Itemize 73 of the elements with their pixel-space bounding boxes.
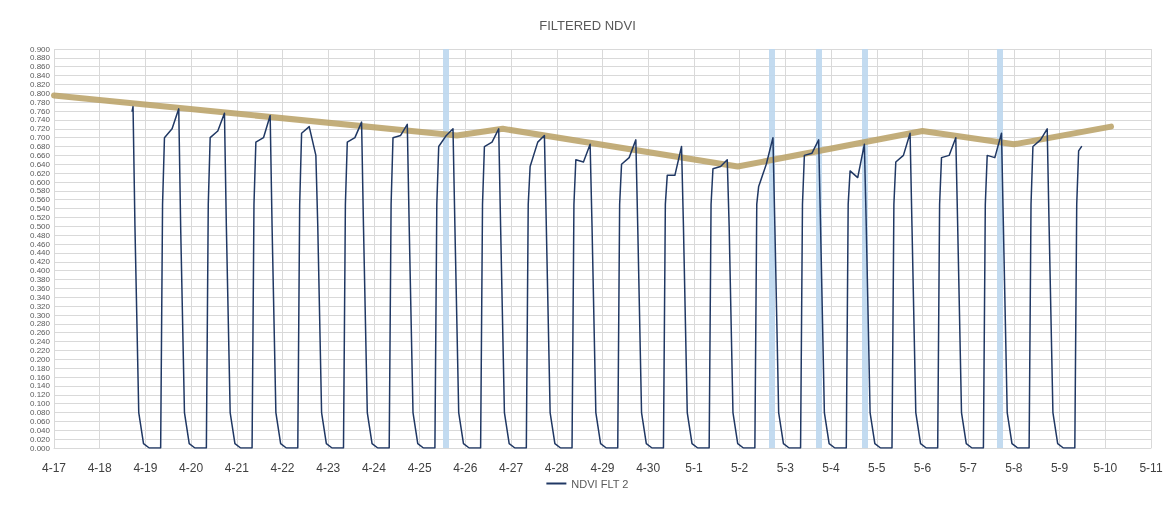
x-tick-label: 5-11	[1139, 461, 1163, 475]
x-tick-label: 4-27	[499, 461, 524, 475]
y-tick-label: 0.300	[29, 310, 51, 320]
x-tick-label: 4-23	[316, 461, 341, 475]
y-tick-label: 0.860	[29, 62, 51, 72]
y-tick-label: 0.480	[29, 230, 51, 240]
x-tick-label: 5-6	[913, 461, 932, 475]
y-tick-label: 0.460	[29, 239, 51, 249]
x-tick-label: 4-19	[133, 461, 158, 475]
x-tick-label: 5-1	[685, 461, 703, 475]
y-tick-label: 0.440	[29, 248, 51, 258]
y-tick-label: 0.100	[29, 399, 51, 409]
chart-title: FILTERED NDVI	[539, 18, 636, 33]
y-tick-label: 0.160	[29, 372, 51, 382]
y-tick-label: 0.360	[29, 283, 51, 293]
y-tick-label: 0.640	[29, 159, 51, 169]
x-tick-label: 4-22	[270, 461, 295, 475]
x-tick-label: 5-9	[1050, 461, 1069, 475]
y-tick-label: 0.820	[29, 79, 51, 89]
y-tick-label: 0.660	[29, 150, 51, 160]
x-tick-label: 4-21	[224, 461, 250, 475]
y-tick-label: 0.060	[29, 416, 51, 426]
x-tick-label: 5-7	[959, 461, 978, 475]
y-tick-label: 0.040	[29, 425, 51, 435]
y-tick-label: 0.760	[29, 106, 51, 116]
x-tick-label: 4-30	[636, 461, 661, 475]
x-tick-label: 4-17	[41, 461, 67, 475]
x-tick-label: 5-8	[1005, 461, 1023, 475]
x-tick-label: 4-20	[179, 461, 204, 475]
y-tick-label: 0.800	[29, 88, 51, 98]
y-tick-label: 0.220	[29, 345, 51, 355]
y-tick-label: 0.780	[29, 97, 51, 107]
x-tick-label: 5-4	[822, 461, 841, 475]
y-tick-label: 0.500	[29, 221, 51, 231]
y-tick-label: 0.740	[29, 115, 51, 125]
y-tick-label: 0.260	[29, 328, 51, 338]
y-tick-label: 0.340	[29, 292, 51, 302]
y-tick-label: 0.600	[29, 177, 51, 187]
y-tick-label: 0.880	[29, 53, 51, 63]
y-tick-label: 0.020	[29, 434, 51, 444]
y-tick-label: 0.280	[29, 319, 51, 329]
y-tick-label: 0.420	[29, 257, 51, 267]
y-tick-label: 0.380	[29, 275, 51, 285]
x-tick-label: 4-18	[87, 461, 113, 475]
y-tick-label: 0.180	[29, 363, 51, 373]
x-tick-label: 4-25	[407, 461, 432, 475]
y-tick-label: 0.120	[29, 390, 51, 400]
y-tick-label: 0.620	[29, 168, 51, 178]
y-tick-label: 0.900	[29, 44, 51, 54]
y-tick-label: 0.080	[29, 408, 51, 418]
x-tick-label: 5-10	[1093, 461, 1118, 475]
x-tick-label: 4-26	[453, 461, 478, 475]
y-tick-label: 0.520	[29, 212, 51, 222]
y-tick-label: 0.720	[29, 124, 51, 134]
y-tick-label: 0.540	[29, 204, 51, 214]
y-tick-label: 0.840	[29, 71, 51, 81]
y-tick-label: 0.400	[29, 266, 51, 276]
x-tick-label: 4-24	[361, 461, 387, 475]
y-tick-label: 0.240	[29, 337, 51, 347]
y-tick-label: 0.680	[29, 142, 51, 152]
y-tick-label: 0.320	[29, 301, 51, 311]
x-tick-label: 5-3	[776, 461, 795, 475]
x-tick-label: 5-2	[730, 461, 749, 475]
y-tick-label: 0.000	[29, 443, 51, 453]
y-tick-label: 0.580	[29, 186, 51, 196]
y-tick-label: 0.560	[29, 195, 51, 205]
x-tick-label: 4-28	[544, 461, 570, 475]
x-tick-label: 5-5	[868, 461, 886, 475]
y-tick-label: 0.200	[29, 354, 51, 364]
x-tick-label: 4-29	[590, 461, 615, 475]
y-tick-label: 0.140	[29, 381, 51, 391]
legend-label: NDVI FLT 2	[571, 477, 629, 490]
y-tick-label: 0.700	[29, 133, 51, 143]
